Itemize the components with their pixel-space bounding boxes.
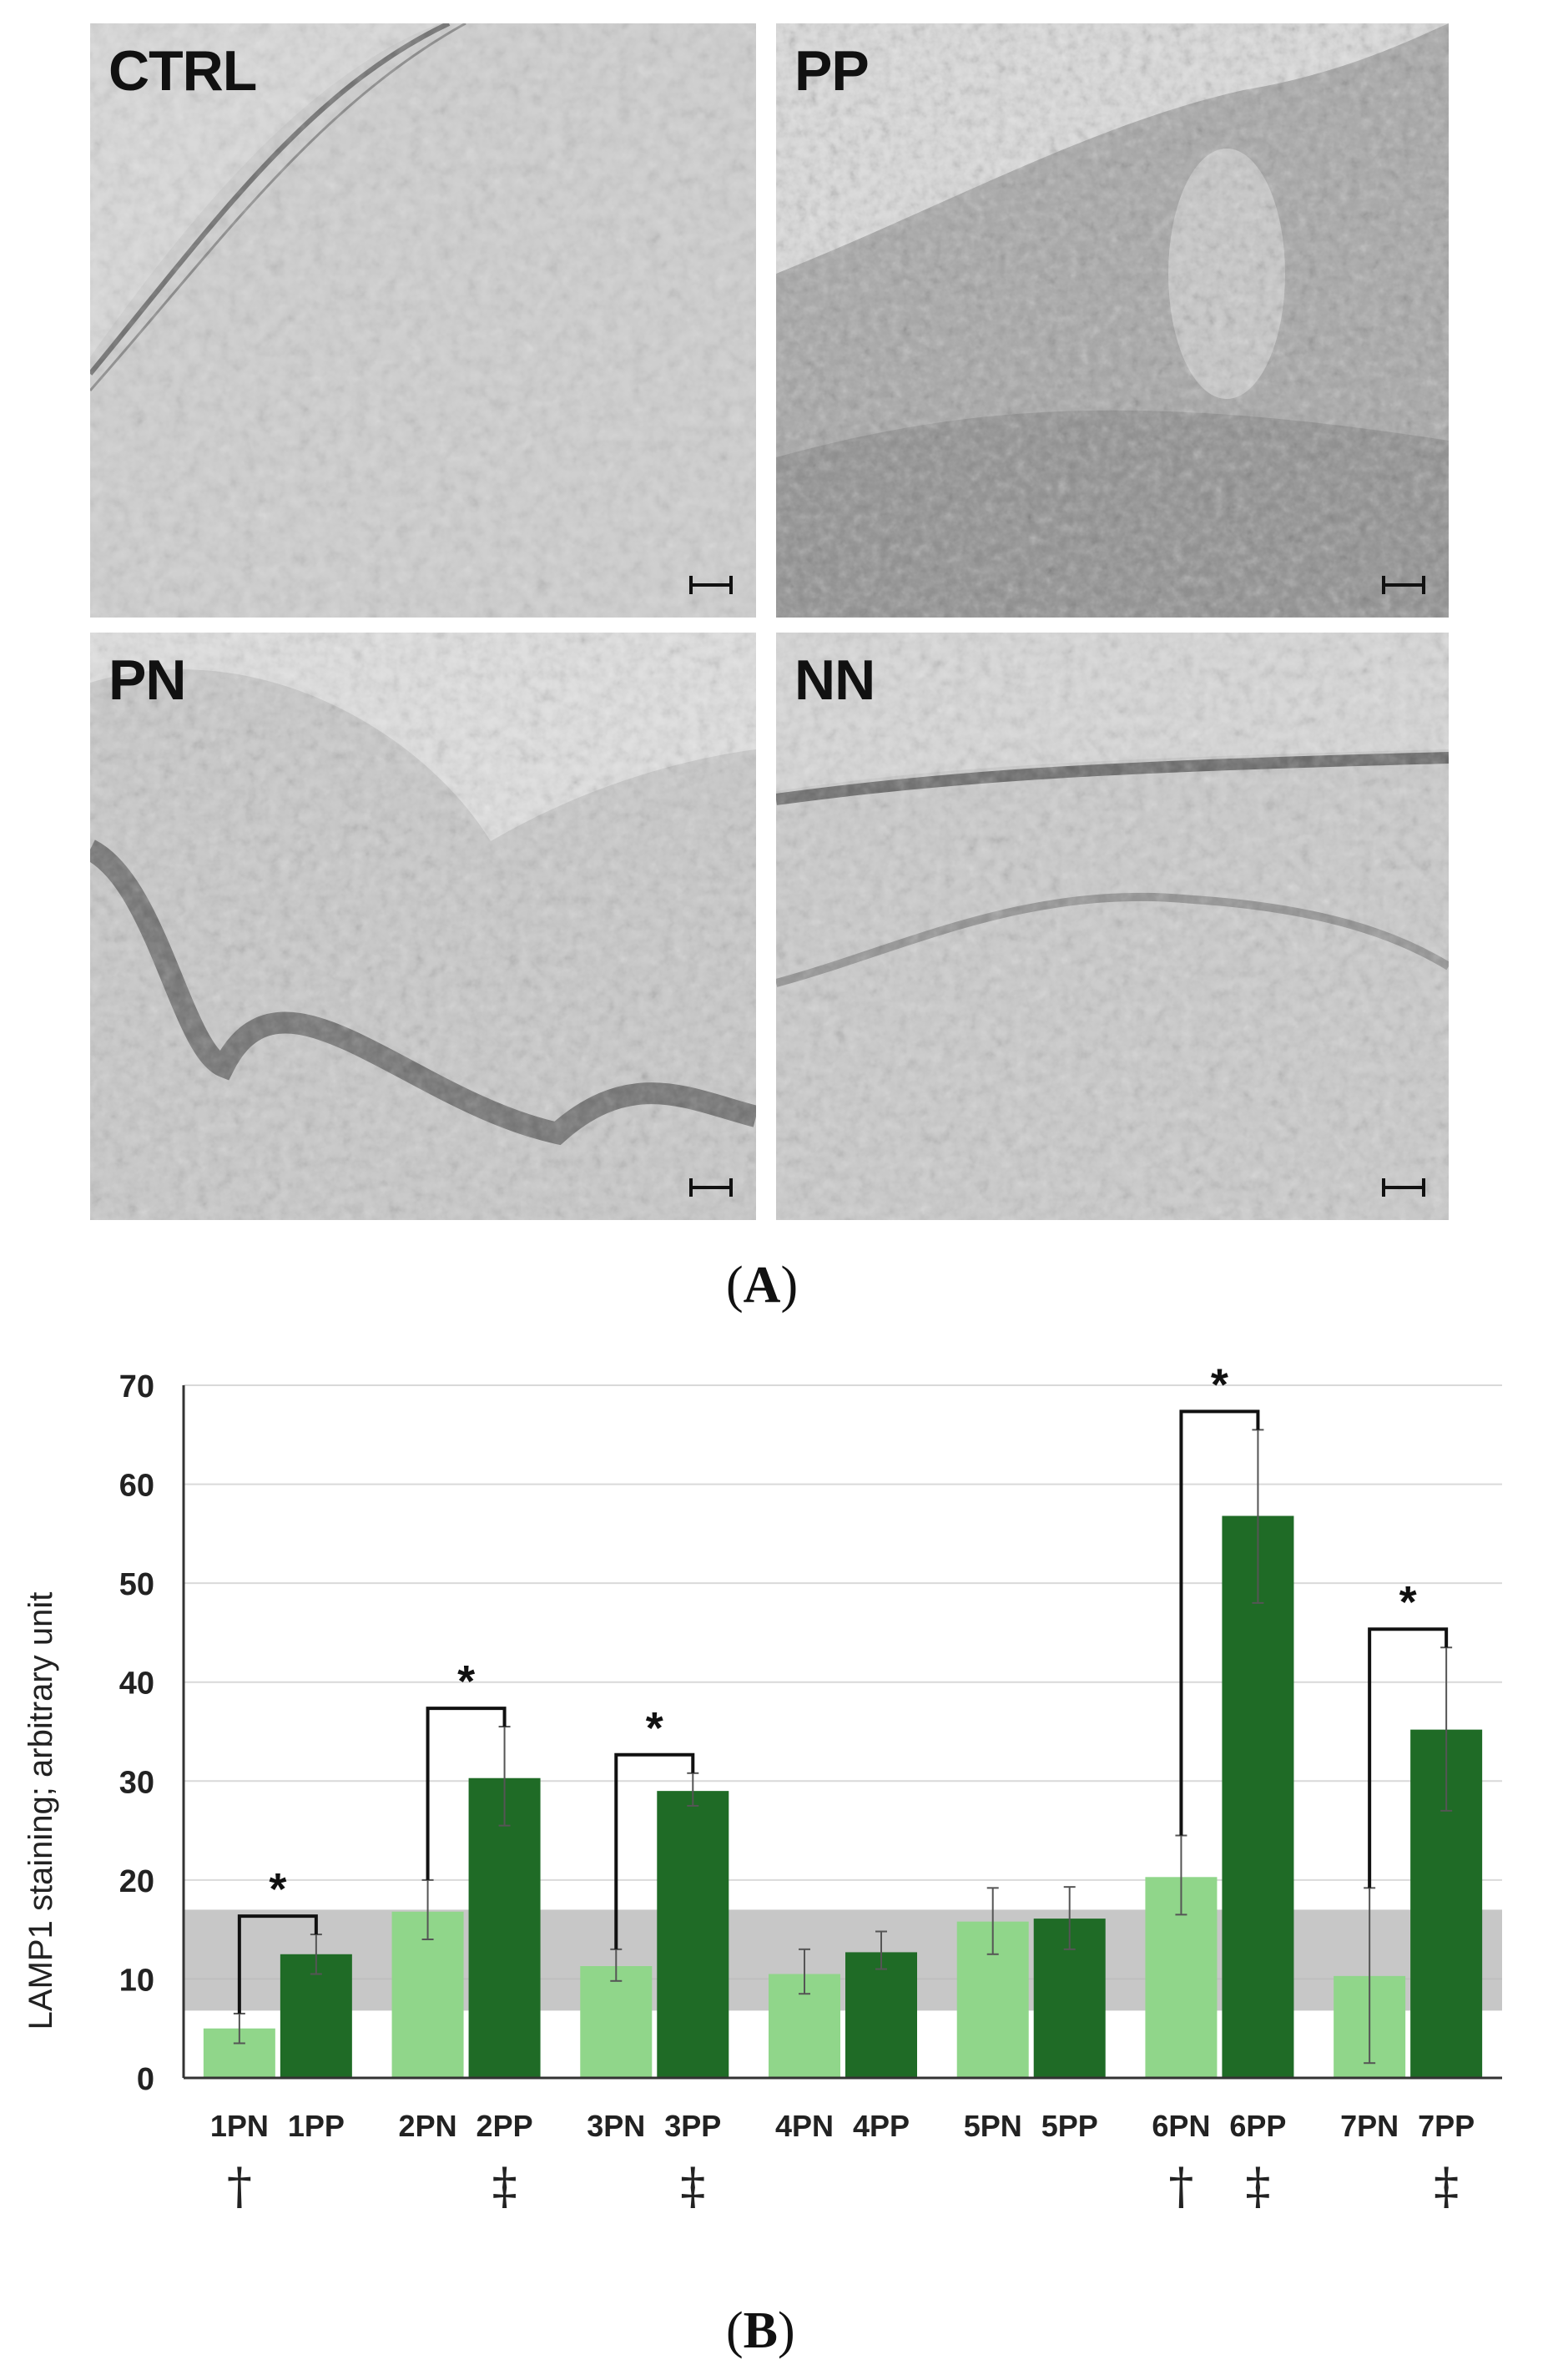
significance-bracket	[1368, 1627, 1449, 1888]
y-tick-label: 60	[119, 1469, 154, 1504]
significance-bracket	[614, 1752, 695, 1949]
caption-b: (B)	[726, 2302, 795, 2359]
panel-label-pn: PN	[108, 648, 186, 712]
x-tick-label-pp: 2PP	[476, 2109, 533, 2143]
x-tick-label-pn: 6PN	[1152, 2109, 1210, 2143]
y-tick-label: 50	[119, 1567, 154, 1602]
error-bars	[233, 1429, 1453, 2065]
micrograph-pn: PN	[90, 633, 756, 1220]
micrograph-pp-image	[776, 23, 1449, 618]
dagger-mark: †	[227, 2157, 252, 2216]
y-axis-label: LAMP1 staining; arbitrary unit	[23, 1592, 59, 2030]
scale-bar	[1382, 576, 1425, 594]
micrograph-pp: PP	[776, 23, 1449, 618]
y-tick-label: 40	[119, 1667, 154, 1702]
caption-a: (A)	[726, 1257, 799, 1314]
double-dagger-mark: ‡	[680, 2157, 705, 2216]
x-tick-label-pn: 3PN	[587, 2109, 645, 2143]
y-tick-labels: 0 10 20 30 40 50 60 70	[119, 1369, 154, 2097]
panel-label-nn: NN	[794, 648, 875, 712]
double-dagger-mark: ‡	[492, 2157, 517, 2216]
micrograph-pn-image	[90, 633, 756, 1220]
gridlines	[184, 1384, 1502, 1980]
significance-star: *	[646, 1703, 663, 1753]
dagger-mark: †	[1168, 2157, 1193, 2216]
x-tick-label-pn: 5PN	[964, 2109, 1022, 2143]
caption-a-letter: A	[743, 1257, 781, 1314]
bar-pp	[657, 1791, 729, 2078]
x-tick-label-pn: 7PN	[1340, 2109, 1399, 2143]
significance-star: *	[1211, 1359, 1228, 1409]
x-tick-label-pp: 6PP	[1229, 2109, 1286, 2143]
x-tick-label-pn: 4PN	[775, 2109, 834, 2143]
y-tick-label: 0	[137, 2062, 154, 2097]
x-tick-label-pp: 3PP	[664, 2109, 721, 2143]
micrograph-nn: NN	[776, 633, 1449, 1220]
control-range-band	[184, 1909, 1502, 2011]
significance-star: *	[1399, 1577, 1417, 1627]
panel-label-pp: PP	[794, 39, 870, 103]
control-band	[184, 1909, 1502, 2011]
significance-brackets: * * * * *	[237, 1359, 1449, 2014]
scale-bar	[689, 576, 733, 594]
x-tick-label-pp: 5PP	[1041, 2109, 1098, 2143]
caption-b-letter: B	[743, 2302, 779, 2359]
bars	[203, 1515, 1483, 2078]
x-tick-labels: 1PN 1PP † 2PN 2PP ‡ 3PN 3PP ‡ 4PN 4PP 5PN 5PP 6PN 6PP †…	[210, 2109, 1475, 2216]
micrograph-ctrl: CTRL	[90, 23, 756, 618]
x-tick-label-pn: 1PN	[210, 2109, 269, 2143]
double-dagger-mark: ‡	[1245, 2157, 1270, 2216]
micrograph-ctrl-image	[90, 23, 756, 618]
bar-pp	[845, 1952, 917, 2078]
double-dagger-mark: ‡	[1434, 2157, 1459, 2216]
y-tick-label: 70	[119, 1369, 154, 1404]
panel-label-ctrl: CTRL	[108, 39, 257, 103]
scale-bar	[689, 1178, 733, 1197]
y-tick-label: 10	[119, 1963, 154, 1998]
x-tick-label-pp: 4PP	[853, 2109, 910, 2143]
y-tick-label: 20	[119, 1864, 154, 1899]
bar-pp	[1222, 1515, 1294, 2078]
significance-bracket	[237, 1914, 318, 2014]
scale-bar	[1382, 1178, 1425, 1197]
axes	[182, 1385, 1502, 2080]
y-tick-label: 30	[119, 1765, 154, 1800]
x-tick-label-pn: 2PN	[399, 2109, 457, 2143]
bar-pn	[580, 1966, 653, 2078]
micrograph-nn-image	[776, 633, 1449, 1220]
x-tick-label-pp: 7PP	[1418, 2109, 1475, 2143]
significance-star: *	[269, 1864, 286, 1914]
significance-bracket	[426, 1707, 507, 1880]
bar-pp	[468, 1777, 541, 2078]
x-tick-label-pp: 1PP	[288, 2109, 345, 2143]
lamp1-bar-chart: * * * * * 0 10 20 30 40 50 60 70 1PN 1PP † 2PN 2PP ‡ 3PN 3…	[23, 1359, 1502, 2216]
significance-star: *	[457, 1656, 475, 1707]
significance-bracket	[1179, 1409, 1260, 1836]
